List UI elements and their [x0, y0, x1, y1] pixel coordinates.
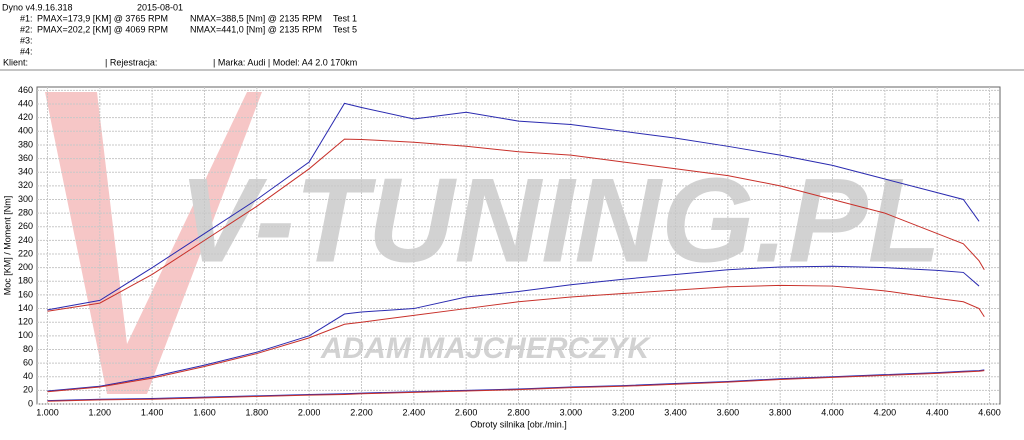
- x-tick-label: 3.000: [560, 407, 583, 417]
- y-tick-label: 340: [18, 167, 33, 177]
- series-line: [47, 102, 980, 311]
- run-id: #4:: [20, 46, 33, 56]
- y-tick-label: 40: [23, 371, 33, 381]
- registration: | Rejestracja:: [105, 57, 157, 67]
- x-tick-label: 1.600: [193, 407, 216, 417]
- y-tick-label: 460: [18, 85, 33, 95]
- series-line: [47, 265, 980, 392]
- y-tick-label: 280: [18, 207, 33, 217]
- y-tick-label: 180: [18, 276, 33, 286]
- y-tick-label: 240: [18, 235, 33, 245]
- y-tick-label: 380: [18, 139, 33, 149]
- y-tick-label: 360: [18, 153, 33, 163]
- y-tick-label: 100: [18, 330, 33, 340]
- run-test: Test 1: [333, 13, 357, 23]
- make-model: | Marka: Audi | Model: A4 2.0 170km: [213, 57, 357, 67]
- watermark-author: ADAM MAJCHERCZYK: [320, 332, 652, 365]
- run-nmax: NMAX=441,0 [Nm] @ 2135 RPM: [190, 24, 322, 34]
- series-line: [47, 284, 985, 393]
- watermark-brand: V-TUNING.PL: [179, 154, 941, 288]
- x-tick-label: 1.800: [246, 407, 269, 417]
- watermark-shape: [45, 92, 262, 394]
- y-tick-label: 20: [23, 385, 33, 395]
- y-tick-label: 160: [18, 289, 33, 299]
- run-nmax: NMAX=388,5 [Nm] @ 2135 RPM: [190, 13, 322, 23]
- y-tick-label: 220: [18, 248, 33, 258]
- y-tick-label: 60: [23, 357, 33, 367]
- x-axis-label: Obroty silnika [obr./min.]: [470, 419, 567, 429]
- run-id: #2:: [20, 24, 33, 34]
- client: Klient:: [3, 57, 28, 67]
- y-tick-label: 420: [18, 112, 33, 122]
- y-tick-label: 440: [18, 98, 33, 108]
- app-version: Dyno v4.9.16.318: [2, 2, 73, 12]
- run-pmax: PMAX=173,9 [KM] @ 3765 RPM: [37, 13, 168, 23]
- x-tick-label: 4.000: [821, 407, 844, 417]
- run-id: #3:: [20, 35, 33, 45]
- y-tick-label: 80: [23, 344, 33, 354]
- y-tick-label: 320: [18, 180, 33, 190]
- run-test: Test 5: [333, 24, 357, 34]
- x-tick-label: 4.200: [874, 407, 897, 417]
- y-tick-label: 400: [18, 126, 33, 136]
- x-tick-label: 2.000: [298, 407, 321, 417]
- y-axis-label: Moc [KM] / Moment [Nm]: [2, 196, 12, 296]
- y-tick-label: 200: [18, 262, 33, 272]
- y-tick-label: 120: [18, 317, 33, 327]
- x-tick-label: 1.400: [141, 407, 164, 417]
- x-tick-label: 1.000: [36, 407, 59, 417]
- x-tick-label: 3.600: [717, 407, 740, 417]
- y-tick-label: 0: [28, 398, 33, 408]
- x-tick-label: 1.200: [89, 407, 112, 417]
- x-tick-label: 4.400: [926, 407, 949, 417]
- y-tick-label: 260: [18, 221, 33, 231]
- series-line: [47, 369, 985, 402]
- y-tick-label: 140: [18, 303, 33, 313]
- x-tick-label: 4.600: [978, 407, 1001, 417]
- series-line: [47, 138, 985, 312]
- run-id: #1:: [20, 13, 33, 23]
- y-tick-label: 300: [18, 194, 33, 204]
- x-tick-label: 3.400: [664, 407, 687, 417]
- x-tick-label: 2.600: [455, 407, 478, 417]
- x-tick-label: 3.800: [769, 407, 792, 417]
- run-pmax: PMAX=202,2 [KM] @ 4069 RPM: [37, 24, 168, 34]
- x-tick-label: 3.200: [612, 407, 635, 417]
- x-tick-label: 2.800: [507, 407, 530, 417]
- x-tick-label: 2.400: [403, 407, 426, 417]
- series-line: [47, 370, 985, 402]
- date: 2015-08-01: [137, 2, 183, 12]
- x-tick-label: 2.200: [350, 407, 373, 417]
